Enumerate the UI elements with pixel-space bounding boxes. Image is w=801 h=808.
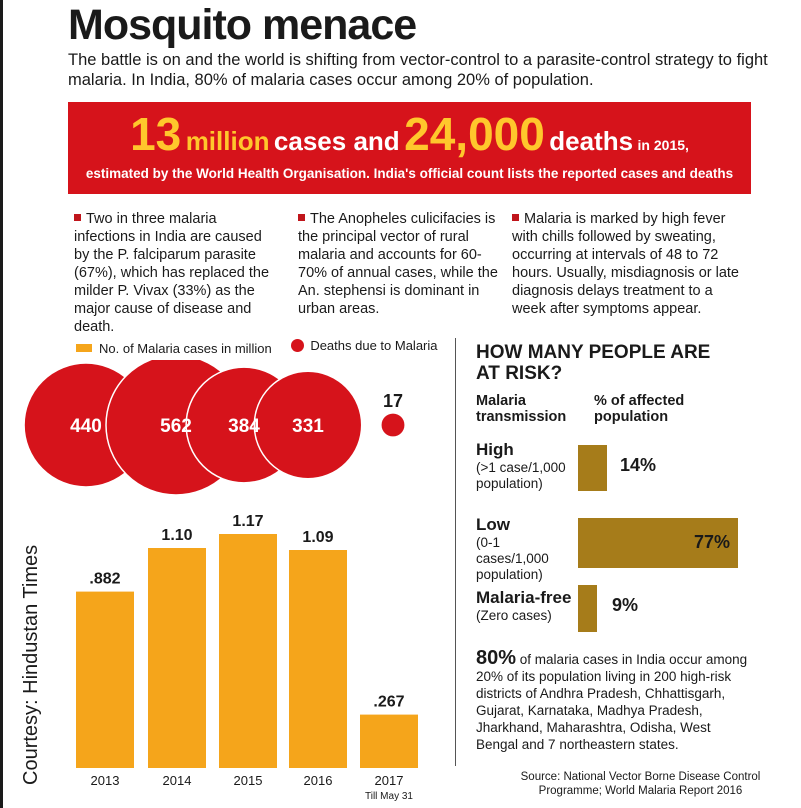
- legend-swatch-deaths: [291, 339, 305, 352]
- death-label-2013: 440: [70, 416, 102, 437]
- x-tick-note-2017: Till May 31: [365, 791, 413, 802]
- risk-summary: 80% of malaria cases in India occur amon…: [476, 647, 751, 753]
- legend-item-deaths: Deaths due to Malaria: [291, 338, 438, 353]
- risk-label-low: Low: [476, 515, 510, 534]
- banner-cases-and: cases and: [273, 126, 400, 156]
- note-text: Malaria is marked by high fever with chi…: [512, 211, 739, 317]
- death-label-2015: 384: [228, 416, 260, 437]
- headline-banner: 13 million cases and 24,000 deaths in 20…: [68, 102, 751, 194]
- malaria-chart: 440 562 384 331 17 .882 2013 1.10 2014 1.17 2015 1.…: [23, 360, 418, 802]
- courtesy-credit: Courtesy: Hindustan Times: [20, 544, 42, 785]
- risk-bar-high: [578, 445, 608, 491]
- column-header-affected: % of affected population: [594, 393, 685, 425]
- death-label-2016: 331: [292, 416, 324, 437]
- note-parasite: Two in three malaria infections in India…: [74, 210, 279, 336]
- death-bubble-2016: [253, 370, 363, 480]
- x-tick-2014: 2014: [163, 773, 192, 788]
- column-header-transmission: Malaria transmission: [476, 393, 567, 425]
- note-text: The Anopheles culicifacies is the princi…: [298, 211, 498, 317]
- column-divider: [455, 338, 456, 766]
- cases-label-2016: 1.09: [302, 529, 333, 546]
- risk-detail-high: (>1 case/1,000 population): [476, 460, 566, 491]
- risk-value-malaria-free: 9%: [612, 595, 639, 615]
- bullet-square: [298, 214, 305, 221]
- banner-subtext: estimated by the World Health Organisati…: [85, 166, 734, 181]
- left-border-rule: [0, 0, 3, 808]
- risk-value-high: 14%: [620, 455, 657, 475]
- banner-headline: 13 million cases and 24,000 deaths in 20…: [68, 106, 751, 174]
- x-tick-2015: 2015: [234, 773, 263, 788]
- x-tick-2016: 2016: [304, 773, 333, 788]
- summary-percentage: 80%: [476, 647, 517, 669]
- cases-bar-2016: [289, 550, 347, 768]
- risk-bar-malaria-free: [578, 585, 597, 632]
- note-vector: The Anopheles culicifacies is the princi…: [298, 210, 498, 318]
- legend-label-deaths: Deaths due to Malaria: [310, 338, 438, 353]
- legend-label-cases: No. of Malaria cases in million: [99, 340, 272, 356]
- death-label-2017: 17: [383, 391, 403, 411]
- risk-label-high: High: [476, 440, 514, 459]
- risk-row-malaria-free: Malaria-free (Zero cases): [476, 588, 571, 624]
- chart-legend: No. of Malaria cases in million Deaths d…: [76, 338, 454, 356]
- bullet-square: [74, 214, 81, 221]
- risk-section-title: HOW MANY PEOPLE ARE AT RISK?: [476, 342, 711, 384]
- legend-swatch-cases: [76, 344, 92, 352]
- risk-row-low: Low (0-1 cases/1,000 population): [476, 515, 576, 583]
- risk-detail-low: (0-1 cases/1,000 population): [476, 535, 549, 582]
- risk-row-high: High (>1 case/1,000 population): [476, 440, 568, 492]
- bullet-square: [512, 214, 519, 221]
- x-tick-2013: 2013: [91, 773, 120, 788]
- banner-year: in 2015,: [637, 137, 689, 153]
- risk-detail-malaria-free: (Zero cases): [476, 608, 552, 623]
- cases-label-2014: 1.10: [161, 527, 192, 544]
- summary-text: of malaria cases in India occur among 20…: [476, 652, 748, 752]
- cases-bar-2013: [76, 591, 134, 768]
- cases-label-2013: .882: [89, 571, 120, 588]
- page-title: Mosquito menace: [68, 1, 417, 49]
- source-note: Source: National Vector Borne Disease Co…: [520, 771, 761, 797]
- banner-deaths-word: deaths: [549, 126, 634, 156]
- note-symptoms: Malaria is marked by high fever with chi…: [512, 210, 742, 318]
- cases-bar-2014: [148, 548, 206, 768]
- legend-item-cases: No. of Malaria cases in million: [76, 341, 272, 356]
- banner-deaths-number: 24,000: [404, 108, 545, 160]
- x-tick-2017: 2017: [375, 773, 404, 788]
- cases-bar-2017: [360, 714, 418, 768]
- risk-bar-low: [578, 518, 738, 568]
- page-subtitle: The battle is on and the world is shifti…: [68, 51, 768, 89]
- risk-value-low: 77%: [693, 532, 730, 552]
- note-text: Two in three malaria infections in India…: [74, 211, 270, 335]
- cases-bar-2015: [219, 534, 277, 768]
- cases-label-2017: .267: [373, 694, 404, 711]
- cases-label-2015: 1.17: [232, 513, 263, 530]
- risk-label-malaria-free: Malaria-free: [476, 588, 572, 607]
- banner-million-word: million: [185, 126, 270, 156]
- banner-cases-number: 13: [130, 108, 182, 160]
- death-label-2014: 562: [160, 416, 192, 437]
- death-bubble-2017: [380, 412, 406, 438]
